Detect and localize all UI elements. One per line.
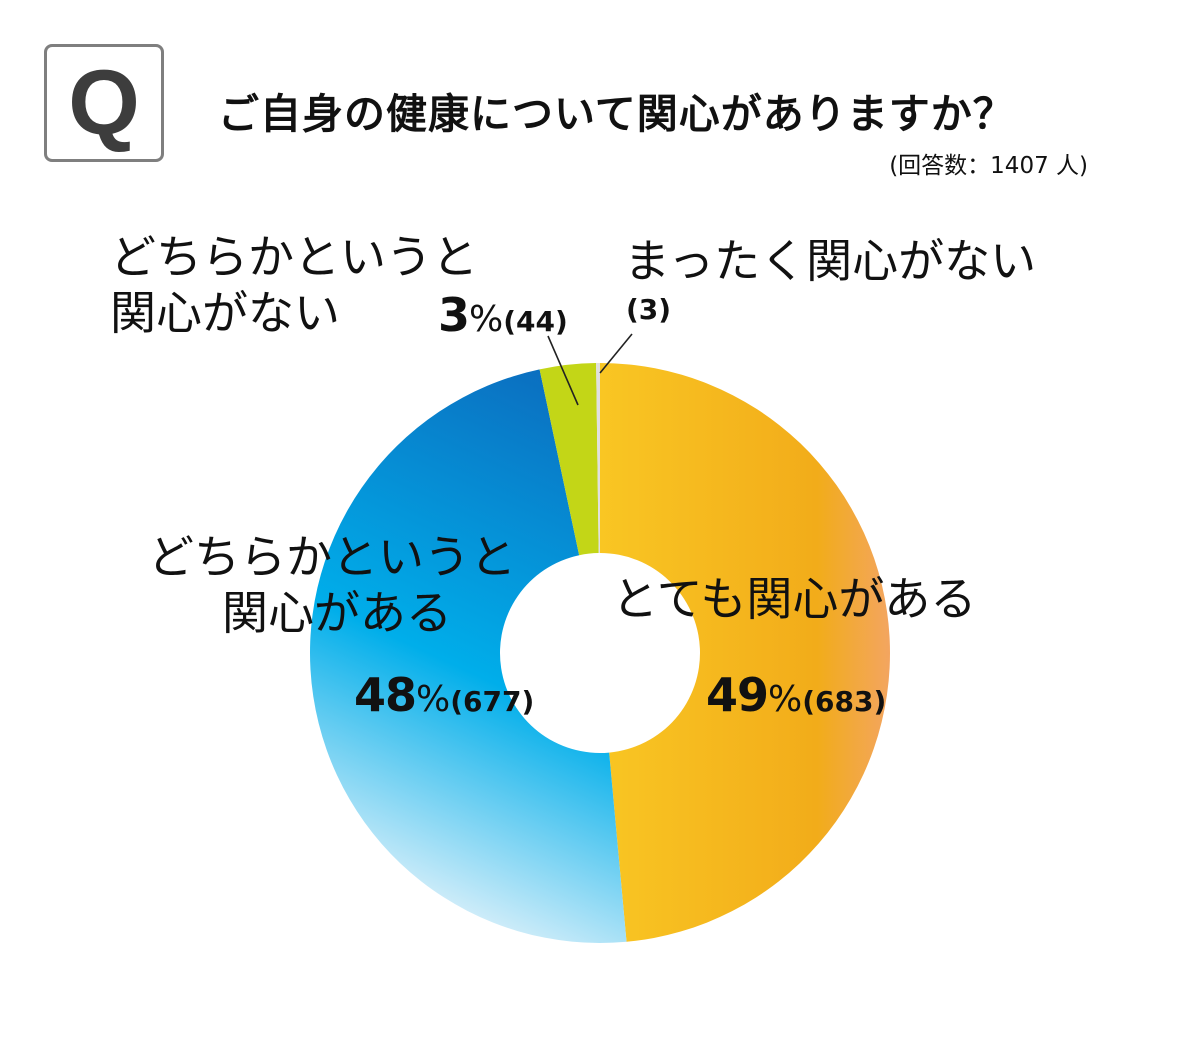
- slice-somewhat-interested: [310, 369, 627, 943]
- slice-label-not-interested: まったく関心がない: [624, 234, 1037, 288]
- percent-value: 48: [354, 668, 417, 722]
- slice-value-somewhat-uninterested: 3%(44): [438, 288, 568, 343]
- slice-value-not-interested: (3): [626, 293, 671, 327]
- percent-value: 49: [706, 668, 769, 722]
- slice-label-somewhat-interested-line1: どちらかというと: [148, 530, 516, 584]
- percent-sign: %: [416, 679, 451, 720]
- question-title: ご自身の健康について関心がありますか？: [218, 90, 1015, 138]
- question-badge-letter: Q: [68, 52, 140, 154]
- count-value: (44): [503, 305, 568, 338]
- question-badge: Q: [44, 44, 164, 162]
- leader-line-not-interested: [599, 333, 633, 374]
- slice-value-somewhat-interested: 48%(677): [354, 668, 534, 723]
- percent-sign: %: [768, 679, 803, 720]
- percent-sign: %: [469, 299, 504, 340]
- percent-value: 3: [438, 288, 470, 342]
- slice-label-somewhat-uninterested-line1: どちらかというと: [110, 230, 478, 284]
- count-value: (677): [450, 685, 535, 718]
- count-value: (683): [802, 685, 887, 718]
- slice-value-very-interested: 49%(683): [706, 668, 886, 723]
- slice-very-interested: [600, 363, 891, 942]
- slice-label-somewhat-uninterested-line2: 関心がない: [110, 286, 340, 340]
- slice-somewhat-uninterested: [539, 363, 599, 556]
- leader-line-somewhat-uninterested: [547, 335, 579, 406]
- slice-label-somewhat-interested-line2: 関心がある: [222, 586, 452, 640]
- respondent-count: (回答数：1407 人): [889, 153, 1088, 179]
- slice-not-interested: [596, 363, 600, 554]
- count-value: (3): [626, 293, 672, 326]
- slice-label-very-interested: とても関心がある: [612, 572, 977, 626]
